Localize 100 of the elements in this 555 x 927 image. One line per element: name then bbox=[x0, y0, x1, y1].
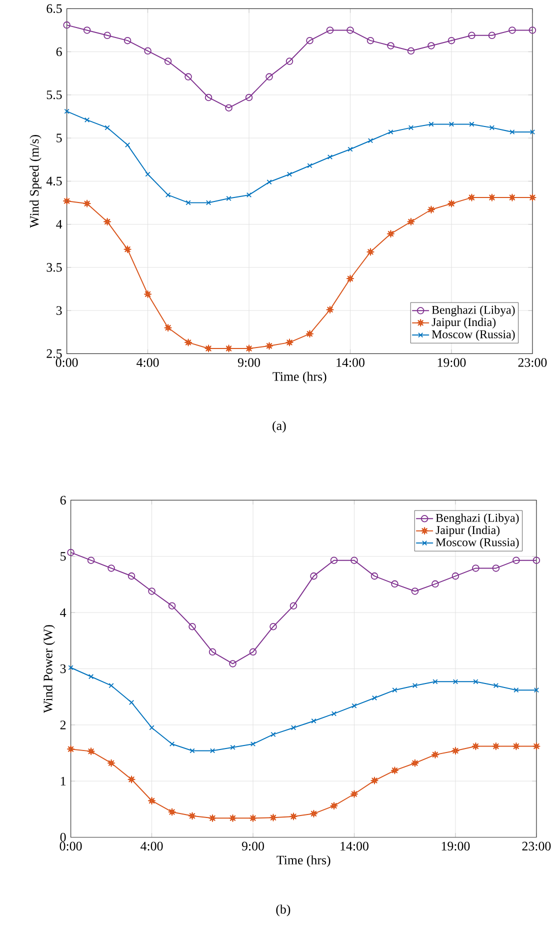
point bbox=[208, 814, 216, 822]
point bbox=[270, 732, 276, 738]
y-tick-label: 6.5 bbox=[46, 4, 62, 14]
point bbox=[228, 660, 236, 668]
point bbox=[512, 556, 520, 564]
point bbox=[265, 342, 273, 350]
point bbox=[492, 564, 500, 572]
x-tick-label: 0:00 bbox=[60, 842, 82, 851]
point bbox=[350, 556, 358, 564]
point bbox=[306, 163, 312, 168]
point bbox=[86, 747, 95, 756]
point bbox=[447, 200, 456, 208]
x-tick-label: 9:00 bbox=[242, 842, 264, 851]
point bbox=[428, 122, 434, 127]
point bbox=[346, 274, 354, 282]
point bbox=[410, 759, 419, 767]
point bbox=[269, 622, 277, 630]
point bbox=[123, 245, 132, 254]
point bbox=[87, 556, 94, 564]
point bbox=[370, 572, 378, 580]
point bbox=[230, 744, 236, 750]
x-axis-title: Time (hrs) bbox=[272, 372, 326, 384]
point bbox=[310, 572, 318, 580]
x-tick-label: 4:00 bbox=[136, 358, 159, 367]
y-tick-label: 3 bbox=[56, 306, 62, 315]
point bbox=[411, 588, 418, 595]
x-tick-label: 19:00 bbox=[442, 842, 470, 851]
point bbox=[249, 648, 256, 656]
point bbox=[427, 42, 435, 50]
text: (b) bbox=[276, 904, 290, 916]
point bbox=[266, 179, 272, 185]
point bbox=[66, 548, 74, 556]
point bbox=[103, 218, 111, 226]
point bbox=[427, 206, 435, 214]
legend-label: Jaipur (India) bbox=[436, 526, 500, 537]
point bbox=[530, 129, 535, 135]
point bbox=[386, 42, 394, 50]
point bbox=[472, 679, 478, 684]
point bbox=[532, 742, 540, 750]
y-tick-label: 5.5 bbox=[46, 90, 62, 100]
x-axis-title: Time (hrs) bbox=[276, 855, 330, 868]
point bbox=[148, 796, 156, 805]
point bbox=[290, 725, 296, 730]
point bbox=[107, 564, 115, 572]
legend-label: Benghazi (Libya) bbox=[436, 514, 519, 524]
point bbox=[452, 679, 458, 684]
point bbox=[513, 688, 519, 693]
y-tick-label: 2 bbox=[60, 720, 66, 730]
point bbox=[431, 580, 439, 588]
point bbox=[472, 564, 480, 572]
point bbox=[508, 194, 516, 202]
y-tick-label: 6 bbox=[60, 496, 66, 505]
point bbox=[226, 196, 232, 201]
point bbox=[245, 94, 252, 102]
point bbox=[489, 125, 494, 130]
point bbox=[269, 814, 277, 822]
point bbox=[448, 36, 455, 44]
point bbox=[149, 725, 154, 730]
point bbox=[366, 36, 374, 44]
point bbox=[488, 32, 496, 40]
point bbox=[168, 602, 176, 610]
x-tick-label: 0:00 bbox=[56, 358, 78, 367]
point bbox=[189, 748, 195, 754]
point bbox=[528, 26, 536, 34]
point bbox=[326, 26, 334, 34]
y-tick-label: 0 bbox=[60, 832, 66, 842]
point bbox=[62, 21, 70, 29]
point bbox=[372, 695, 377, 701]
point bbox=[107, 759, 115, 767]
point bbox=[451, 746, 460, 755]
point bbox=[512, 742, 520, 750]
point bbox=[145, 172, 150, 177]
y-tick-label: 4 bbox=[60, 608, 66, 617]
point bbox=[290, 602, 297, 610]
point bbox=[286, 58, 293, 65]
point bbox=[431, 750, 439, 759]
point bbox=[208, 648, 216, 656]
point bbox=[168, 808, 176, 816]
y-axis-title: Wind Power (W) bbox=[43, 625, 55, 713]
point bbox=[306, 330, 314, 338]
point bbox=[306, 36, 314, 44]
point bbox=[370, 776, 378, 784]
point bbox=[224, 104, 232, 112]
point bbox=[144, 290, 152, 298]
point bbox=[468, 194, 476, 202]
point bbox=[104, 125, 110, 130]
point bbox=[210, 748, 215, 754]
point bbox=[127, 776, 136, 784]
point bbox=[204, 94, 212, 102]
point bbox=[492, 742, 500, 750]
point bbox=[346, 26, 354, 34]
point bbox=[386, 230, 394, 238]
point bbox=[250, 741, 256, 747]
point bbox=[310, 718, 316, 724]
point bbox=[169, 741, 174, 747]
point bbox=[472, 742, 480, 750]
point bbox=[204, 344, 212, 352]
point bbox=[310, 810, 318, 818]
text: (a) bbox=[272, 420, 286, 433]
x-tick-label: 4:00 bbox=[140, 842, 163, 851]
